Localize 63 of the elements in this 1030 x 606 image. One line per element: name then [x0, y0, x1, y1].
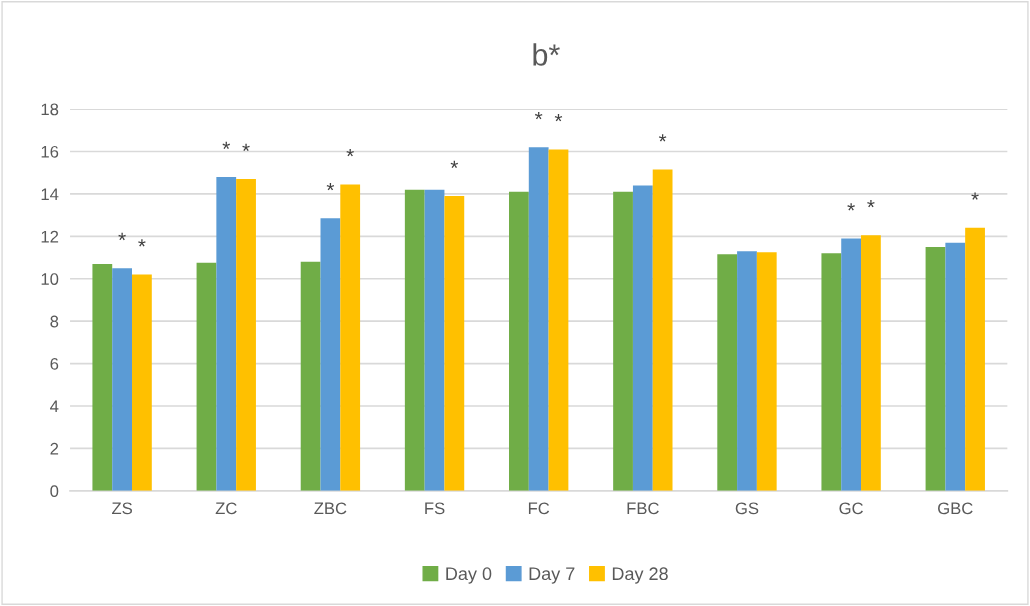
y-tick-label: 0 [50, 485, 59, 498]
bar [632, 185, 653, 491]
x-tick-label: GS [735, 502, 759, 515]
data-label: * [326, 182, 335, 191]
bar [717, 254, 738, 491]
y-tick-label: 2 [50, 442, 59, 455]
bar [196, 262, 217, 491]
legend-label: Day 0 [446, 567, 492, 584]
bar [404, 189, 425, 491]
bar [236, 179, 256, 491]
bar [132, 274, 152, 491]
data-label: * [138, 239, 146, 247]
bar [925, 246, 946, 491]
bar [737, 251, 757, 491]
y-tick-label: 6 [50, 358, 59, 370]
data-label: * [971, 192, 979, 200]
bar [821, 253, 842, 491]
legend-label: Day 28 [612, 567, 668, 584]
x-tick-label: FBC [627, 502, 659, 515]
bar [424, 189, 445, 491]
bar [300, 261, 321, 491]
data-label: * [346, 149, 354, 157]
y-tick-label: 4 [50, 400, 59, 413]
bar [756, 252, 777, 491]
x-tick-label: ZBC [314, 502, 347, 515]
data-label: * [847, 203, 855, 211]
legend-label: Day 7 [529, 567, 575, 584]
data-label: * [658, 134, 667, 142]
data-label: * [222, 141, 230, 149]
bar [444, 196, 465, 491]
data-label: * [554, 114, 563, 122]
y-tick-label: 10 [41, 273, 59, 285]
data-label: * [534, 111, 543, 120]
bar [841, 238, 862, 491]
bar [652, 169, 673, 491]
data-label: * [450, 160, 459, 169]
y-tick-label: 12 [41, 230, 59, 243]
y-tick-label: 16 [41, 145, 59, 158]
y-tick-label: 18 [41, 103, 59, 116]
bar [945, 242, 966, 491]
x-tick-label: GC [839, 502, 863, 515]
y-tick-label: 8 [50, 315, 59, 328]
y-tick-label: 14 [41, 188, 59, 200]
bar [528, 147, 549, 491]
bar [509, 191, 529, 491]
chart-title: b* [533, 43, 560, 66]
x-tick-label: ZC [215, 502, 237, 515]
x-tick-label: GBC [938, 502, 973, 515]
bar [216, 176, 237, 491]
x-tick-label: FS [425, 502, 445, 515]
bar [965, 227, 985, 491]
bar [613, 191, 633, 491]
bar [112, 268, 133, 491]
data-label: * [867, 199, 875, 208]
bar [320, 218, 341, 491]
data-label: * [118, 232, 126, 241]
x-tick-label: FC [528, 502, 550, 515]
x-tick-label: ZS [111, 502, 132, 515]
data-label: * [242, 143, 250, 152]
bar [548, 149, 569, 491]
bar [861, 235, 881, 491]
bar [92, 263, 113, 491]
bar [340, 184, 361, 491]
